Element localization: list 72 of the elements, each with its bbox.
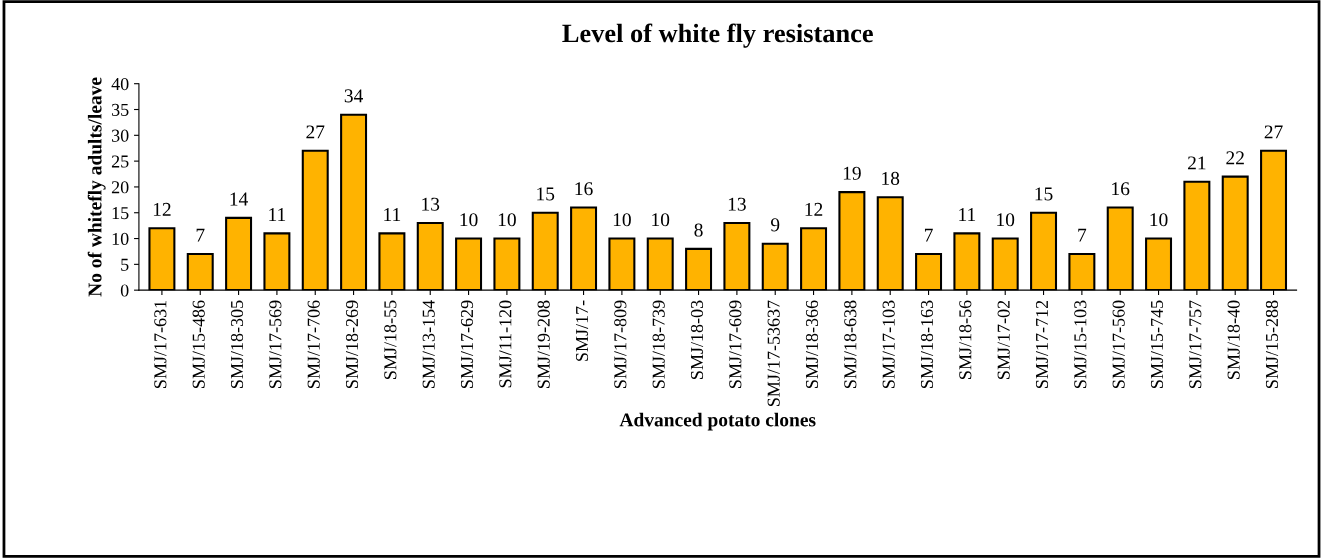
y-tick-label: 5 [121,258,129,271]
data-label: 14 [230,192,248,206]
data-label: 13 [422,197,440,211]
data-label: 10 [997,213,1015,227]
chart-title: Level of white fly resistance [562,23,873,48]
x-tick-label: SMJ/17-569 [269,300,282,388]
data-label: 22 [1226,151,1244,165]
y-tick-label: 10 [112,232,129,245]
x-tick-label: SMJ/18-269 [345,300,359,388]
data-label: 16 [575,182,593,196]
x-tick-label: SMJ/18-03 [690,300,704,379]
x-tick-label: SMJ/18-56 [959,300,972,379]
y-tick-label: 15 [112,207,129,220]
data-label: 7 [924,228,933,242]
data-label: 10 [1150,213,1168,227]
x-tick-label: SMJ/15-745 [1150,300,1164,388]
data-label: 27 [1264,125,1283,139]
x-tick-label: SMJ/15-486 [192,300,205,388]
x-tick-label: SMJ/18-366 [805,300,819,388]
x-tick-label: SMJ/13-154 [422,300,435,388]
x-tick-label: SMJ/17-103 [882,300,895,388]
data-label: 15 [537,187,555,201]
y-tick-label: 0 [120,284,129,297]
x-tick-label: SMJ/17-757 [1189,300,1202,388]
data-label: 34 [344,89,363,103]
data-label: 7 [1078,228,1087,242]
x-axis-title: Advanced potato clones [619,412,816,431]
data-label: 11 [269,208,286,221]
x-tick-label: SMJ/17-631 [154,300,167,388]
data-label: 12 [153,202,171,216]
y-axis-title: No of whitefly adults/leave [87,77,106,297]
data-label: 10 [498,213,516,227]
x-tick-label: SMJ/18-305 [230,300,244,388]
x-tick-label: SMJ/17-609 [729,300,742,388]
y-tick-label: 20 [111,181,129,194]
x-tick-label: SMJ/18-55 [384,300,397,379]
x-tick-label: SMJ/18-739 [652,300,665,388]
x-tick-label: SMJ/19-208 [537,300,550,388]
data-label: 27 [306,125,325,139]
data-label: 10 [460,213,478,227]
data-label: 7 [196,228,205,242]
x-tick-label: SMJ/17-53637 [767,300,780,407]
x-tick-label: SMJ/17-02 [997,300,1010,379]
data-label: 15 [1035,187,1053,201]
data-label: 19 [843,166,861,180]
x-tick-label: SMJ/18-638 [844,300,857,388]
data-label: 18 [882,171,900,185]
data-label: 12 [805,202,823,216]
x-tick-label: SMJ/17- [575,300,589,361]
x-tick-label: SMJ/18-40 [1227,300,1240,379]
x-tick-label: SMJ/15-103 [1074,300,1087,388]
y-tick-label: 30 [112,129,129,142]
x-tick-label: SMJ/17-712 [1035,300,1049,388]
x-tick-label: SMJ/17-629 [460,300,474,388]
y-tick-label: 35 [112,103,129,116]
data-label: 8 [694,223,703,237]
x-tick-label: SMJ/17-809 [614,300,627,388]
y-tick-label: 40 [111,77,129,91]
data-label: 9 [770,218,780,232]
data-label: 11 [959,208,976,221]
data-label: 21 [1188,156,1206,170]
data-label: 13 [728,197,746,211]
data-label: 11 [384,208,401,221]
x-tick-label: SMJ/11-120 [499,300,512,388]
y-tick-label: 25 [111,155,129,168]
data-label: 16 [1112,182,1130,196]
x-tick-label: SMJ/15-288 [1265,300,1279,388]
data-label: 10 [652,213,670,227]
x-tick-label: SMJ/18-163 [920,300,934,388]
x-tick-label: SMJ/17-560 [1112,300,1125,388]
data-label: 10 [613,213,631,227]
x-tick-label: SMJ/17-706 [307,300,320,388]
